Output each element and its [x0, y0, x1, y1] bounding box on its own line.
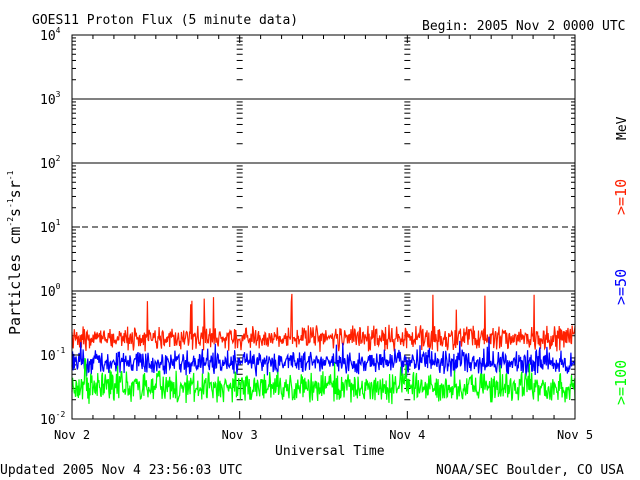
x-tick-label: Nov 5: [557, 428, 593, 442]
ylabel-base: Particles cm: [6, 227, 24, 335]
legend-entry: >=100: [612, 360, 630, 405]
ylabel-exp3: -1: [6, 170, 15, 180]
series-line: [71, 357, 576, 405]
y-tick-label: 10-2: [40, 410, 65, 428]
begin-label: Begin: 2005 Nov 2 0000 UTC: [422, 19, 626, 34]
legend-entry: >=10: [612, 179, 630, 215]
legend-label: >=10: [612, 179, 630, 215]
ylabel-sr: sr: [6, 180, 24, 198]
legend: >=10 >=50 >=100: [612, 179, 630, 405]
x-tick-labels: Nov 2 Nov 3 Nov 4 Nov 5: [54, 428, 593, 442]
y-tick-label: 103: [40, 90, 61, 108]
legend-label: >=50: [612, 269, 630, 305]
y-tick-label: 104: [40, 26, 61, 44]
y-tick-label: 100: [40, 282, 61, 300]
legend-label: >=100: [612, 360, 630, 405]
chart-title: GOES11 Proton Flux (5 minute data): [32, 13, 298, 28]
ylabel-exp1: -2: [6, 217, 15, 227]
plot-area: [71, 35, 576, 420]
unit-label: MeV: [615, 116, 630, 140]
unit-text: MeV: [615, 116, 630, 140]
updated-timestamp: Updated 2005 Nov 4 23:56:03 UTC: [0, 463, 243, 478]
y-tick-label: 102: [40, 154, 61, 172]
x-axis-label: Universal Time: [275, 444, 385, 459]
y-tick-label: 101: [40, 218, 61, 236]
y-axis-label: Particles cm-2s-1sr-1: [6, 170, 24, 335]
y-minor-ticks: [72, 37, 575, 401]
x-tick-label: Nov 3: [222, 428, 258, 442]
credit-text: NOAA/SEC Boulder, CO USA: [436, 463, 624, 478]
svg-text:Particles cm-2s-1sr-1: Particles cm-2s-1sr-1: [6, 170, 24, 335]
series-traces: [71, 293, 576, 405]
x-tick-label: Nov 4: [389, 428, 425, 442]
x-tick-label: Nov 2: [54, 428, 90, 442]
ylabel-s: s: [6, 208, 24, 217]
y-tick-labels: 10-2 10-1 100 101 102 103 104: [40, 26, 80, 428]
series-line: [71, 293, 576, 352]
legend-entry: >=50: [612, 269, 630, 305]
series-line: [71, 336, 576, 377]
ylabel-exp2: -1: [6, 198, 15, 208]
y-tick-label: 10-1: [40, 346, 65, 364]
